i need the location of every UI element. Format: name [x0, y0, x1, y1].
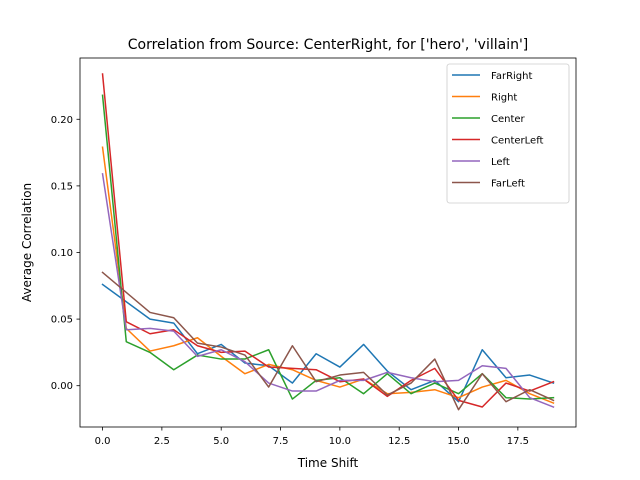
y-tick-label: 0.20 — [51, 115, 73, 126]
x-tick-label: 0.0 — [95, 436, 111, 447]
legend-label-left: Left — [491, 157, 510, 168]
y-tick-label: 0.15 — [51, 181, 73, 192]
y-tick-label: 0.10 — [51, 248, 73, 259]
legend: FarRight Right Center CenterLeft Left FarLeft — [446, 63, 570, 204]
chart-title: Correlation from Source: CenterRight, fo… — [128, 37, 529, 53]
series-line-centerleft — [101, 73, 555, 408]
legend-label-farleft: FarLeft — [491, 179, 525, 190]
x-axis: 0.0 2.5 5.0 7.5 10.0 12.5 15.0 17.5 — [95, 427, 529, 447]
x-tick-label: 15.0 — [447, 436, 469, 447]
series-line-left — [101, 173, 555, 408]
y-axis: 0.00 0.05 0.10 0.15 0.20 — [51, 115, 80, 392]
series-line-right — [101, 146, 555, 404]
legend-label-centerleft: CenterLeft — [491, 136, 544, 147]
x-tick-label: 2.5 — [154, 436, 170, 447]
y-tick-label: 0.00 — [51, 381, 73, 392]
x-tick-label: 17.5 — [507, 436, 529, 447]
x-tick-label: 5.0 — [213, 436, 229, 447]
series-line-farleft — [101, 271, 555, 411]
x-axis-label: Time Shift — [297, 456, 359, 470]
legend-label-right: Right — [491, 93, 517, 104]
axes-frame — [79, 57, 577, 428]
series-line-farright — [101, 283, 555, 403]
legend-box — [446, 63, 570, 204]
x-tick-label: 10.0 — [329, 436, 351, 447]
legend-label-farright: FarRight — [491, 71, 532, 82]
x-tick-label: 12.5 — [388, 436, 410, 447]
y-tick-label: 0.05 — [51, 315, 73, 326]
plot-area — [101, 73, 555, 411]
x-tick-label: 7.5 — [273, 436, 289, 447]
legend-label-center: Center — [491, 114, 526, 125]
y-axis-label: Average Correlation — [20, 183, 34, 302]
